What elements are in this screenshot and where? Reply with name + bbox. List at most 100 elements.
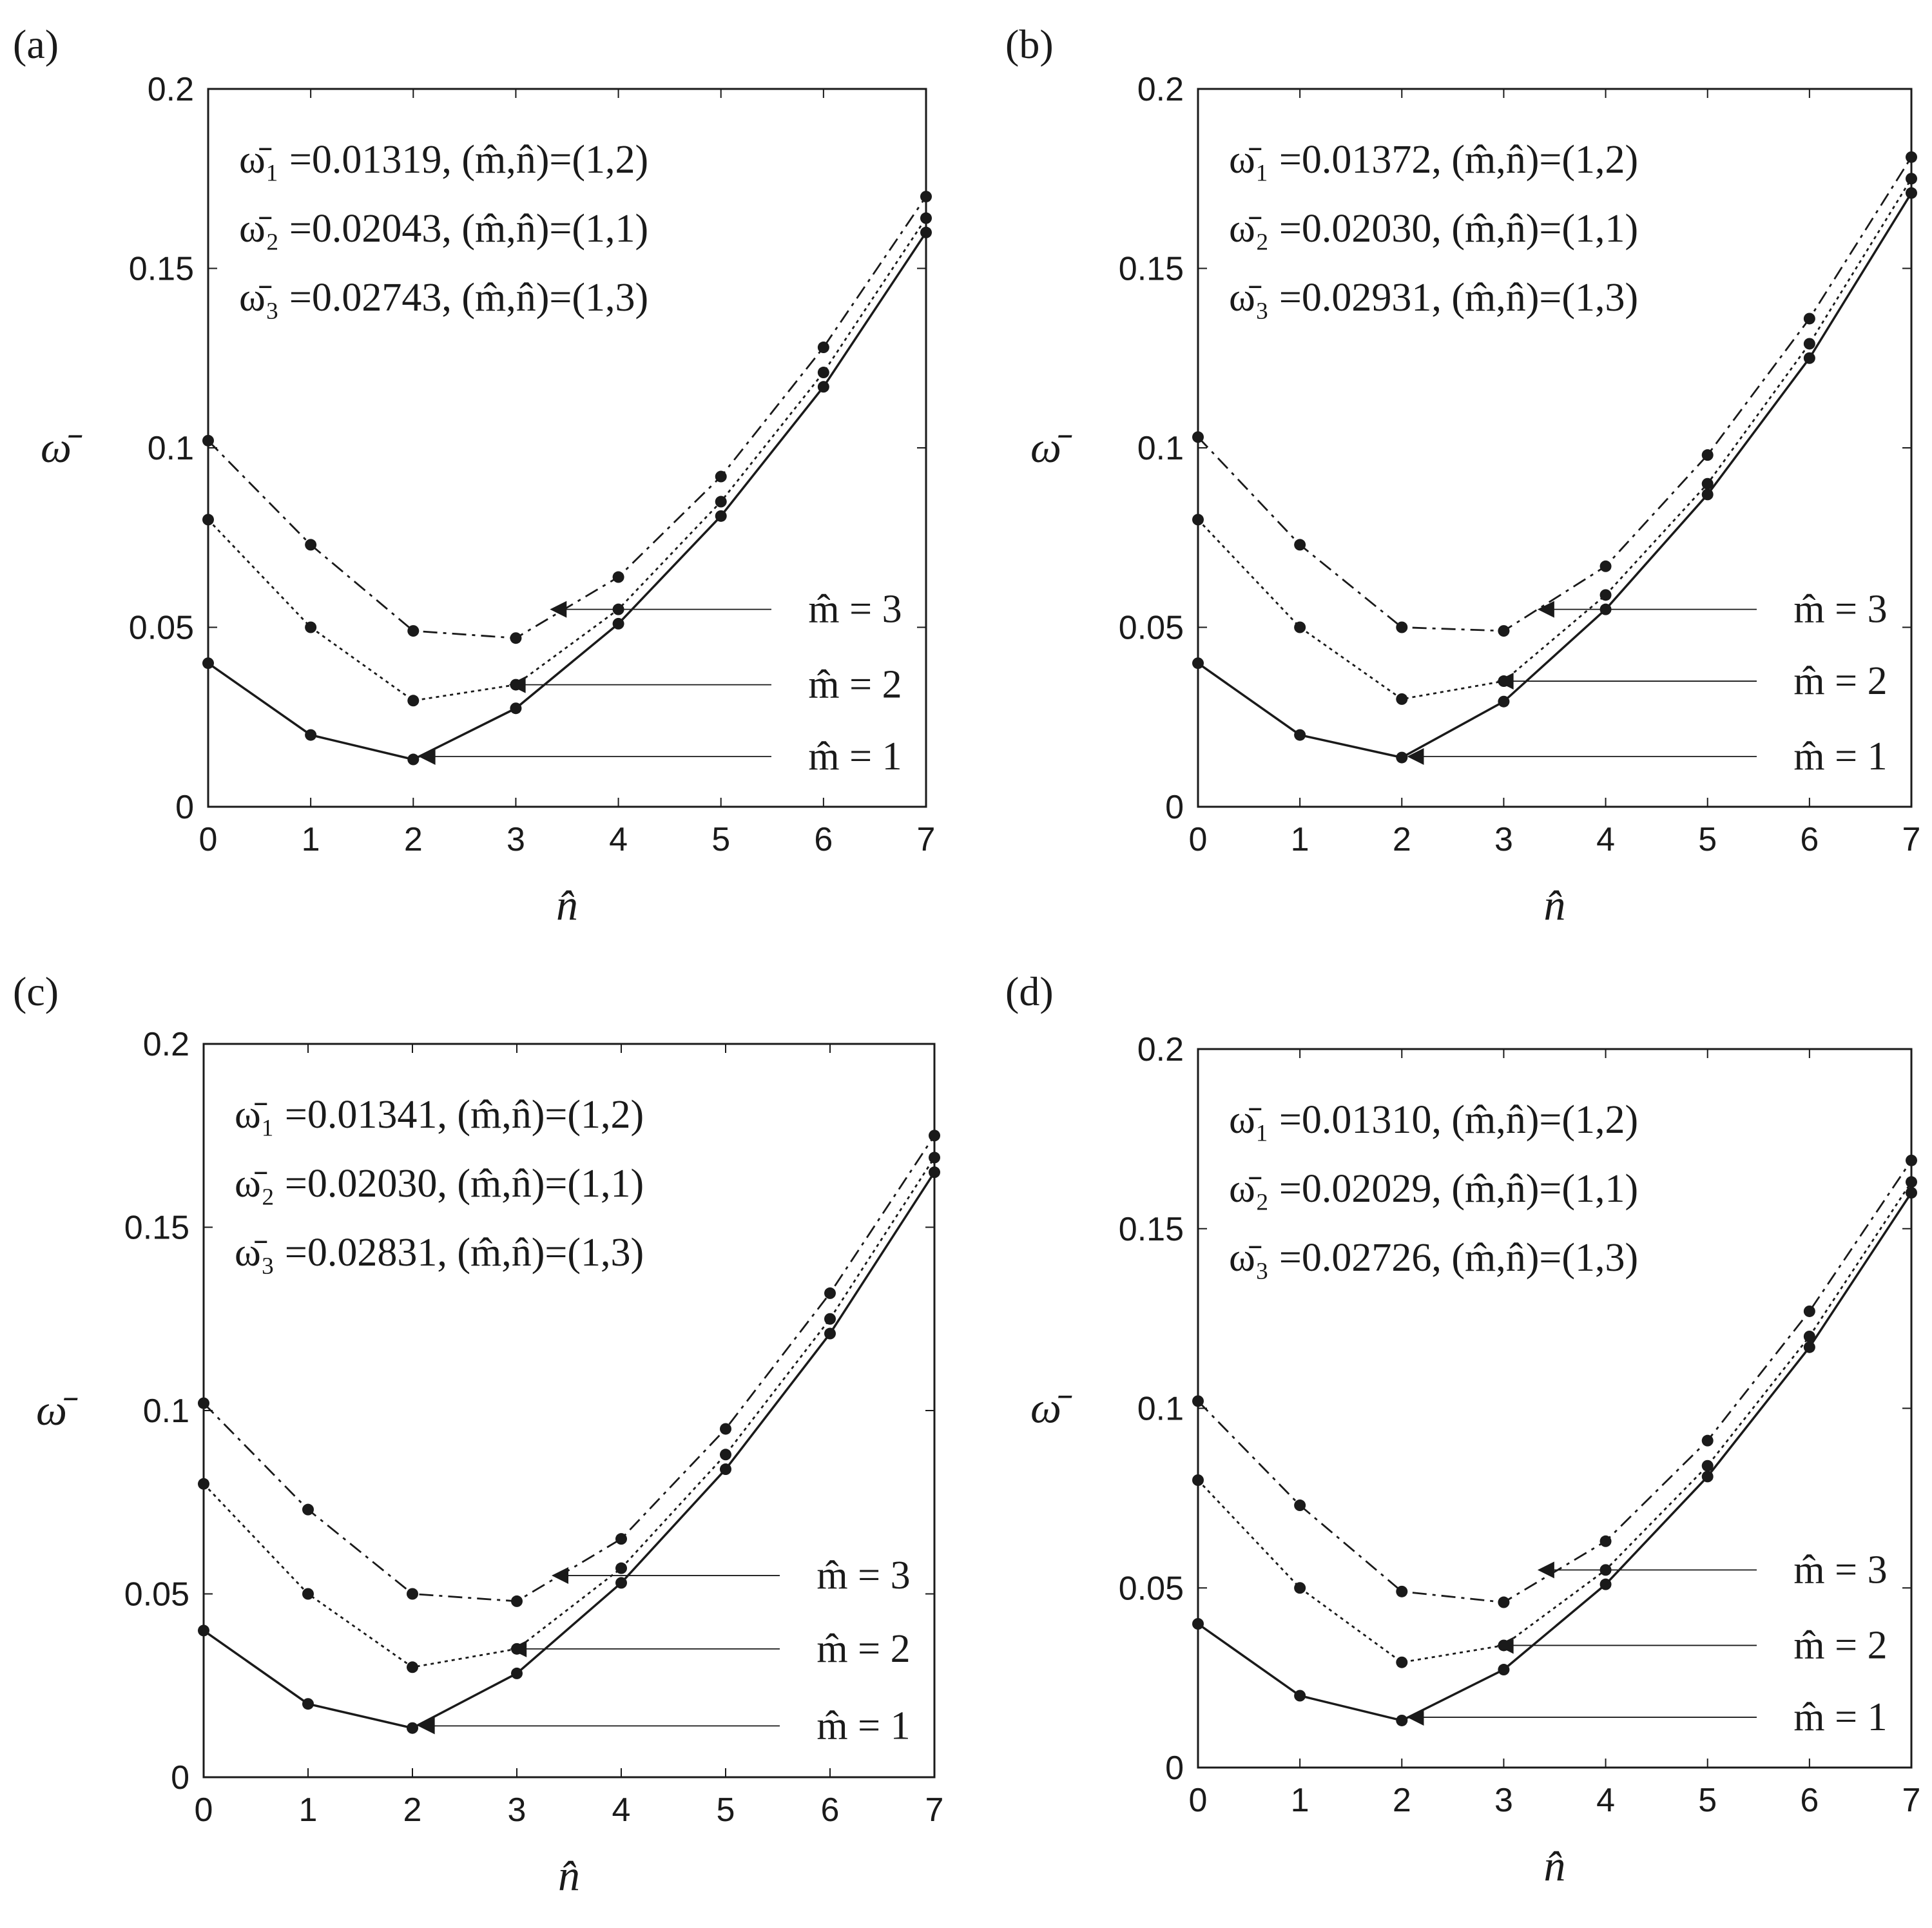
data-point-m1 — [1803, 352, 1815, 364]
data-point-m2 — [1701, 1460, 1714, 1472]
annotation-omega-1: ω̄₁ =0.01372, (m̂,n̂)=(1,2) — [1229, 138, 1638, 182]
y-tick-label: 0.2 — [1137, 1031, 1184, 1068]
y-tick-label: 0 — [1165, 1750, 1184, 1787]
x-tick-label: 2 — [1393, 1782, 1411, 1819]
x-tick-label: 3 — [507, 821, 525, 858]
series-label-m3: m̂ = 3 — [808, 588, 902, 631]
data-point-m2 — [720, 1449, 731, 1461]
data-point-m3 — [1294, 1499, 1306, 1512]
panel-label: (d) — [1005, 969, 1054, 1014]
data-point-m1 — [1294, 1690, 1306, 1702]
data-point-m1 — [407, 1722, 418, 1734]
x-tick-label: 3 — [1494, 821, 1513, 858]
data-point-m3 — [1192, 431, 1204, 443]
annotation-omega-1: ω̄₁ =0.01310, (m̂,n̂)=(1,2) — [1229, 1098, 1638, 1142]
data-point-m3 — [1803, 1305, 1815, 1317]
y-axis-label: ω̄ — [36, 1385, 78, 1434]
series-label-m2: m̂ = 2 — [1793, 1623, 1887, 1667]
data-point-m3 — [720, 1423, 731, 1435]
series-label-m1: m̂ = 1 — [816, 1704, 910, 1748]
x-tick-label: 1 — [1291, 1782, 1309, 1819]
x-tick-label: 7 — [1902, 1782, 1921, 1819]
data-point-m1 — [510, 702, 522, 715]
y-tick-label: 0.15 — [1119, 251, 1184, 288]
data-point-m3 — [1294, 539, 1306, 551]
data-point-m1 — [1192, 657, 1204, 670]
x-tick-label: 3 — [508, 1791, 526, 1829]
data-point-m3 — [198, 1397, 209, 1409]
data-point-m3 — [1599, 1535, 1612, 1547]
x-tick-label: 4 — [1596, 821, 1615, 858]
x-tick-label: 0 — [1189, 821, 1208, 858]
annotation-omega-2: ω̄₂ =0.02043, (m̂,n̂)=(1,1) — [239, 207, 648, 251]
x-axis-label: n̂ — [1544, 1841, 1566, 1890]
data-point-m2 — [1192, 514, 1204, 526]
annotation-omega-2: ω̄₂ =0.02030, (m̂,n̂)=(1,1) — [1229, 207, 1638, 251]
data-point-m3 — [612, 571, 624, 583]
y-tick-label: 0.2 — [143, 1026, 189, 1063]
y-tick-label: 0.15 — [129, 251, 194, 288]
data-point-m1 — [720, 1463, 731, 1476]
data-point-m3 — [407, 625, 420, 637]
data-point-m2 — [1498, 1639, 1510, 1652]
series-label-m2: m̂ = 2 — [808, 663, 902, 707]
data-point-m2 — [920, 212, 932, 224]
x-tick-label: 5 — [711, 821, 730, 858]
series-label-m2: m̂ = 2 — [816, 1627, 910, 1671]
data-point-m3 — [407, 1588, 418, 1600]
y-axis-label: ω̄ — [41, 423, 82, 472]
data-point-m3 — [1701, 1434, 1714, 1447]
x-tick-label: 1 — [302, 821, 320, 858]
x-tick-label: 0 — [195, 1791, 213, 1829]
data-point-m1 — [302, 1698, 314, 1710]
y-tick-label: 0.2 — [1137, 71, 1184, 108]
series-line-m3 — [203, 1135, 936, 1603]
x-tick-label: 5 — [1698, 1782, 1717, 1819]
x-tick-label: 5 — [1698, 821, 1717, 858]
data-point-m1 — [1803, 1341, 1815, 1353]
series-line-m2 — [1197, 1181, 1913, 1664]
annotation-omega-1: ω̄₁ =0.01341, (m̂,n̂)=(1,2) — [235, 1093, 644, 1137]
data-point-m2 — [1701, 477, 1714, 490]
y-tick-label: 0.15 — [124, 1210, 189, 1247]
x-tick-label: 2 — [404, 821, 423, 858]
data-point-m2 — [824, 1313, 836, 1325]
annotation-omega-3: ω̄₃ =0.02931, (m̂,n̂)=(1,3) — [1229, 276, 1638, 320]
annotation-omega-3: ω̄₃ =0.02743, (m̂,n̂)=(1,3) — [239, 276, 648, 320]
data-point-m2 — [1396, 1656, 1408, 1668]
x-tick-label: 4 — [609, 821, 628, 858]
series-label-m1: m̂ = 1 — [1793, 1695, 1887, 1739]
series-label-m3: m̂ = 3 — [1793, 1548, 1887, 1592]
x-tick-label: 6 — [814, 821, 833, 858]
data-point-m3 — [715, 470, 727, 483]
data-point-m2 — [1498, 675, 1510, 688]
x-axis-label: n̂ — [1544, 880, 1566, 929]
x-tick-label: 0 — [1189, 1782, 1208, 1819]
data-point-m2 — [198, 1478, 209, 1490]
x-axis-label: n̂ — [558, 1851, 580, 1900]
x-axis-label: n̂ — [556, 880, 578, 929]
x-tick-label: 5 — [717, 1791, 735, 1829]
y-tick-label: 0 — [175, 789, 194, 826]
series-line-m1 — [1197, 1192, 1913, 1722]
x-tick-label: 1 — [299, 1791, 318, 1829]
y-tick-label: 0.2 — [148, 71, 194, 108]
x-tick-label: 0 — [199, 821, 218, 858]
x-tick-label: 7 — [1902, 821, 1921, 858]
x-tick-label: 7 — [925, 1791, 944, 1829]
data-point-m3 — [1701, 449, 1714, 461]
series-line-m1 — [1197, 192, 1913, 759]
series-label-m1: m̂ = 1 — [808, 735, 902, 778]
x-tick-label: 6 — [1800, 1782, 1819, 1819]
data-point-m1 — [1701, 1470, 1714, 1483]
data-point-m1 — [824, 1327, 836, 1340]
y-axis-label: ω̄ — [1030, 423, 1072, 472]
data-point-m3 — [1498, 625, 1510, 637]
data-point-m2 — [1294, 621, 1306, 633]
data-point-m3 — [1906, 1154, 1917, 1166]
x-tick-label: 3 — [1494, 1782, 1513, 1819]
data-point-m2 — [407, 1661, 418, 1673]
data-point-m2 — [929, 1152, 940, 1164]
data-point-m1 — [715, 510, 727, 522]
